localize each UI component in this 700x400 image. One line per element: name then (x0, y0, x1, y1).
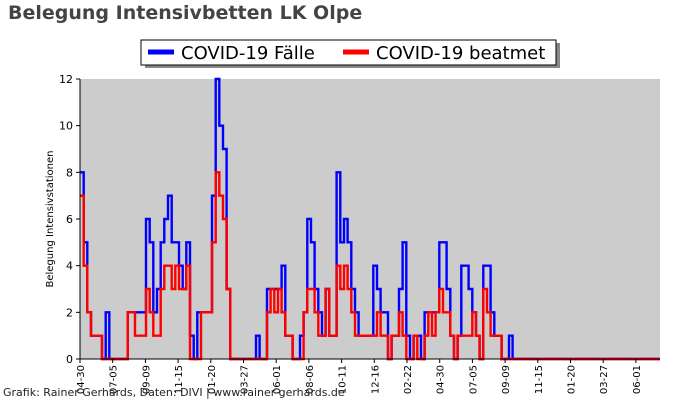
x-tick-label: 12-16 (370, 365, 381, 394)
legend: COVID-19 Fälle COVID-19 beatmet (140, 39, 560, 68)
chart-title: Belegung Intensivbetten LK Olpe (8, 2, 363, 24)
plot-area (80, 79, 660, 359)
credit-line: Grafik: Rainer Gerhards, Daten: DIVI | w… (3, 386, 345, 399)
x-tick-label: 06-01 (272, 365, 283, 394)
y-tick-label: 4 (66, 260, 73, 273)
x-tick-label: 08-06 (305, 365, 316, 394)
x-tick-label: 02-22 (403, 365, 414, 394)
y-axis-label: Belegung Intensivstationen (45, 150, 56, 287)
axes-layer: 0 2 4 6 8 10 12 Belegung Intensivstationen 04-30… (45, 73, 660, 394)
x-tick-label: 01-20 (567, 365, 578, 394)
y-tick-label: 6 (66, 213, 73, 226)
x-tick-label: 07-05 (109, 365, 120, 394)
x-tick-label: 10-11 (338, 365, 349, 394)
y-tick-label: 12 (59, 73, 73, 86)
x-tick-label: 09-09 (141, 365, 152, 394)
x-tick-label: 04-30 (436, 365, 447, 394)
y-tick-label: 8 (66, 166, 73, 179)
x-tick-label: 03-27 (599, 365, 610, 394)
x-tick-label: 04-30 (76, 365, 87, 394)
x-tick-label: 06-01 (632, 365, 643, 394)
legend-label: COVID-19 beatmet (376, 43, 545, 64)
x-tick-label: 01-20 (207, 365, 218, 394)
x-tick-label: 03-27 (240, 365, 251, 394)
x-tick-label: 09-09 (501, 365, 512, 394)
x-tick-label: 11-15 (534, 365, 545, 394)
x-tick-label: 07-05 (468, 365, 479, 394)
y-tick-label: 2 (66, 306, 73, 319)
y-tick-label: 0 (66, 353, 73, 366)
legend-label: COVID-19 Fälle (181, 43, 315, 64)
x-tick-label: 11-15 (174, 365, 185, 394)
y-tick-label: 10 (59, 120, 73, 133)
